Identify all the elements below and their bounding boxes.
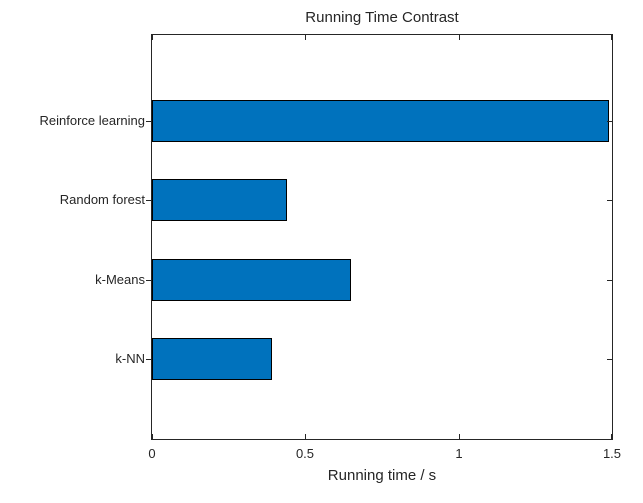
x-tick <box>459 434 460 439</box>
x-tick-label: 0 <box>148 446 156 461</box>
x-tick <box>152 434 153 439</box>
y-tick <box>607 121 612 122</box>
x-tick <box>305 35 306 40</box>
bar <box>152 100 609 142</box>
y-tick-label: Reinforce learning <box>39 113 145 128</box>
y-tick-label: k-Means <box>95 272 145 287</box>
chart-title: Running Time Contrast <box>305 9 459 26</box>
x-axis-title: Running time / s <box>327 467 437 484</box>
x-tick-label: 0.5 <box>295 446 315 461</box>
y-tick-label: k-NN <box>115 351 145 366</box>
x-tick <box>152 35 153 40</box>
x-tick <box>305 434 306 439</box>
y-tick <box>146 280 151 281</box>
bar <box>152 338 272 380</box>
x-tick-label: 1 <box>455 446 463 461</box>
x-tick <box>459 35 460 40</box>
y-tick <box>607 359 612 360</box>
y-tick <box>607 280 612 281</box>
y-tick <box>146 200 151 201</box>
bar <box>152 259 351 301</box>
x-tick-label: 1.5 <box>602 446 622 461</box>
bar <box>152 179 287 221</box>
x-tick <box>611 434 612 439</box>
plot-area <box>146 34 613 440</box>
x-tick <box>611 35 612 40</box>
y-tick <box>146 121 151 122</box>
y-tick <box>607 200 612 201</box>
y-tick-label: Random forest <box>59 192 145 207</box>
y-tick <box>146 359 151 360</box>
